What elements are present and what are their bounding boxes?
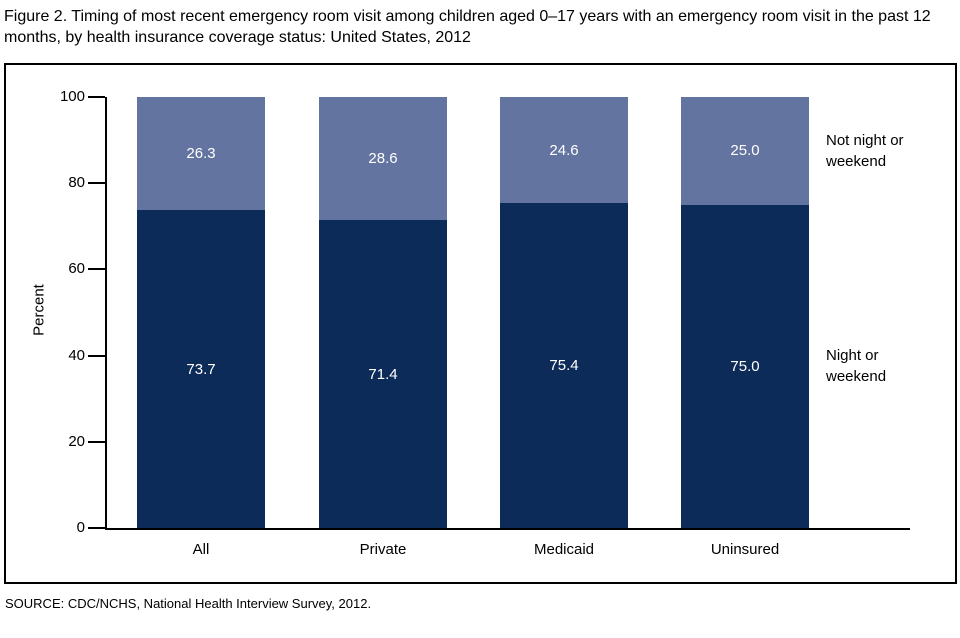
bar-segment-not-night-or-weekend: 25.0 <box>681 97 809 205</box>
y-tick <box>88 440 105 443</box>
figure-title: Figure 2. Timing of most recent emergenc… <box>4 8 931 46</box>
value-label: 25.0 <box>730 142 760 160</box>
bar-segment-night-or-weekend: 75.0 <box>681 204 809 528</box>
y-tick-label: 60 <box>68 260 85 278</box>
bar-segment-night-or-weekend: 75.4 <box>500 203 628 528</box>
y-tick <box>88 96 105 98</box>
value-label: 26.3 <box>186 145 216 163</box>
bar-segment-not-night-or-weekend: 26.3 <box>137 97 265 211</box>
y-axis-title: Percent <box>30 284 48 336</box>
value-label: 24.6 <box>549 141 579 159</box>
y-tick-label: 20 <box>68 432 85 450</box>
bar-segment-night-or-weekend: 71.4 <box>319 220 447 528</box>
chart-area: Percent 0 20 40 60 80 100 73.7 26.3 All 71.4 28.6 Pr… <box>4 63 957 584</box>
bar-segment-not-night-or-weekend: 24.6 <box>500 97 628 204</box>
legend-label-night-or-weekend: Night or weekend <box>826 347 887 386</box>
y-tick <box>88 182 105 185</box>
y-tick-label: 80 <box>68 174 85 192</box>
y-tick <box>88 354 105 357</box>
bar-segment-night-or-weekend: 73.7 <box>137 210 265 528</box>
value-label: 75.4 <box>549 357 579 374</box>
x-axis-line <box>105 528 910 530</box>
source-note: SOURCE: CDC/NCHS, National Health Interv… <box>5 596 372 611</box>
bar-segment-not-night-or-weekend: 28.6 <box>319 97 447 221</box>
value-label: 75.0 <box>730 357 760 375</box>
y-tick-label: 40 <box>68 346 85 364</box>
category-label: Uninsured <box>710 541 780 558</box>
value-label: 28.6 <box>368 150 398 168</box>
y-tick-label: 100 <box>59 88 85 105</box>
value-label: 71.4 <box>368 365 398 383</box>
y-axis-line <box>105 97 107 530</box>
category-label: Private <box>359 541 407 558</box>
value-label: 73.7 <box>186 360 216 378</box>
legend-label-not-night-or-weekend: Not night or weekend <box>826 131 904 170</box>
y-tick <box>88 268 105 271</box>
y-tick <box>88 527 105 529</box>
y-tick-label: 0 <box>76 519 85 536</box>
category-label: Medicaid <box>533 541 595 558</box>
category-label: All <box>192 541 210 558</box>
